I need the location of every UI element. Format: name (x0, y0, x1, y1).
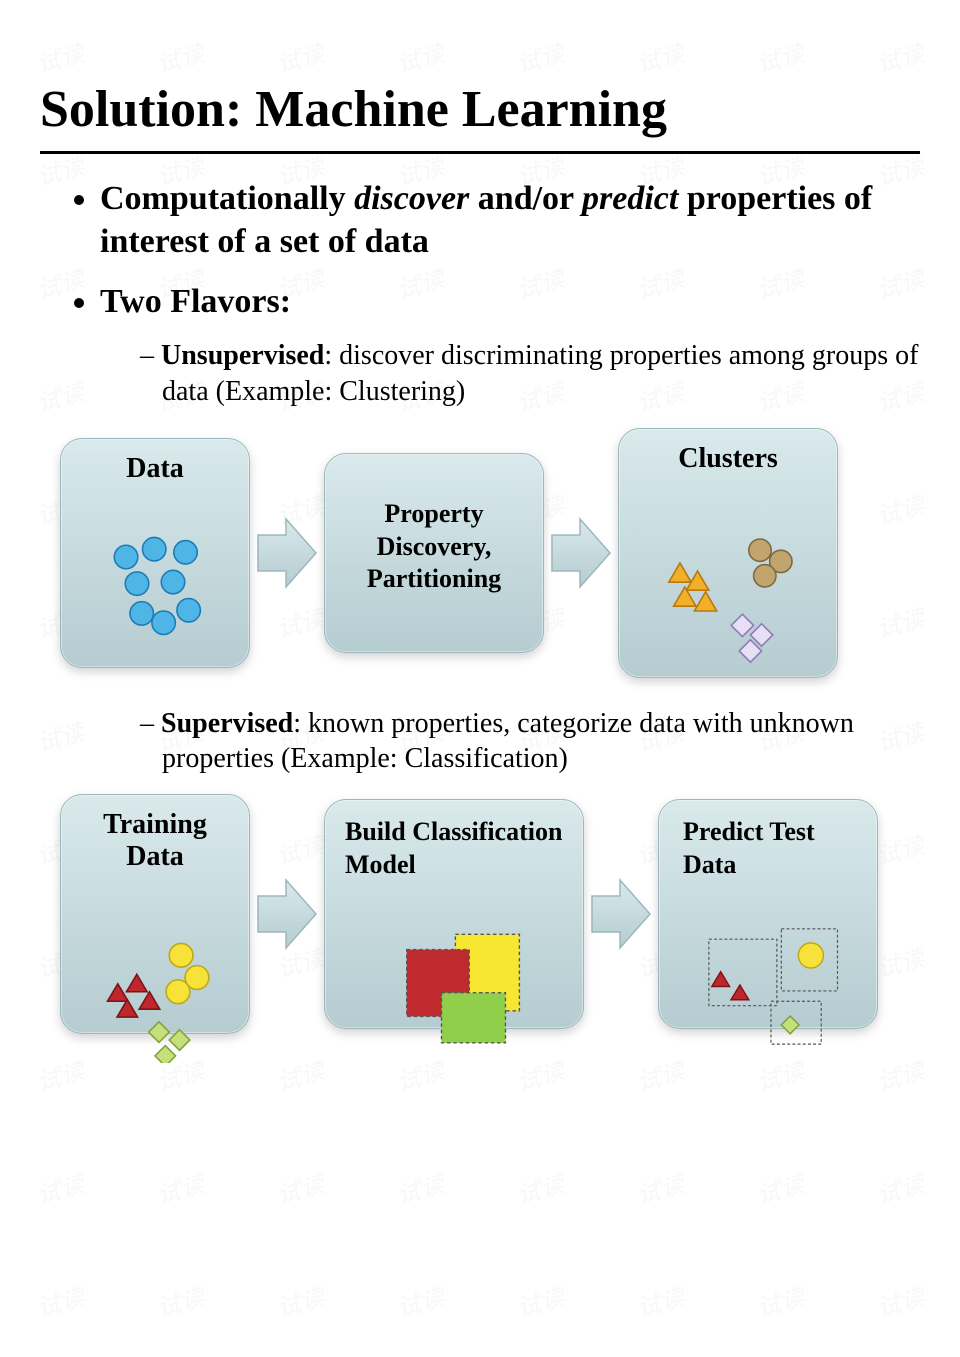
box-property-discovery: Property Discovery, Partitioning (324, 453, 544, 653)
page-title: Solution: Machine Learning (40, 80, 920, 139)
predict-shapes (673, 883, 863, 1053)
box-clusters-label: Clusters (633, 443, 823, 475)
arrow-icon (590, 874, 652, 954)
bullet-list: Computationally discover and/or predict … (100, 178, 940, 410)
model-shapes (339, 887, 569, 1047)
sub-bullet-unsupervised: Unsupervised: discover discriminating pr… (140, 338, 940, 411)
sub-list-2: – Supervised: known properties, categori… (140, 706, 940, 776)
box-build-model: Build Classification Model (324, 799, 584, 1029)
box-data-label: Data (75, 453, 235, 485)
arrow-icon (256, 874, 318, 954)
arrow-icon (256, 513, 318, 593)
supervised-flow: Training Data Build Classification Model… (60, 794, 920, 1034)
sub-bullet-supervised: – Supervised: known properties, categori… (140, 706, 940, 776)
clusters-shapes (633, 475, 823, 675)
box-clusters: Clusters (618, 428, 838, 678)
arrow-icon (550, 513, 612, 593)
box-training-label: Training Data (75, 809, 235, 873)
training-shapes (75, 873, 235, 1063)
box-build-label: Build Classification Model (339, 814, 569, 887)
box-predict-label: Predict Test Data (673, 814, 863, 883)
box-predict: Predict Test Data (658, 799, 878, 1029)
box-data: Data (60, 438, 250, 668)
box-training-data: Training Data (60, 794, 250, 1034)
box-property-label: Property Discovery, Partitioning (339, 468, 529, 626)
data-shapes (75, 485, 235, 665)
unsupervised-flow: Data Property Discovery, Partitioning Cl… (60, 428, 920, 678)
title-rule (40, 151, 920, 154)
bullet-2: Two Flavors: Unsupervised: discover disc… (100, 281, 940, 410)
bullet-1: Computationally discover and/or predict … (100, 178, 940, 263)
